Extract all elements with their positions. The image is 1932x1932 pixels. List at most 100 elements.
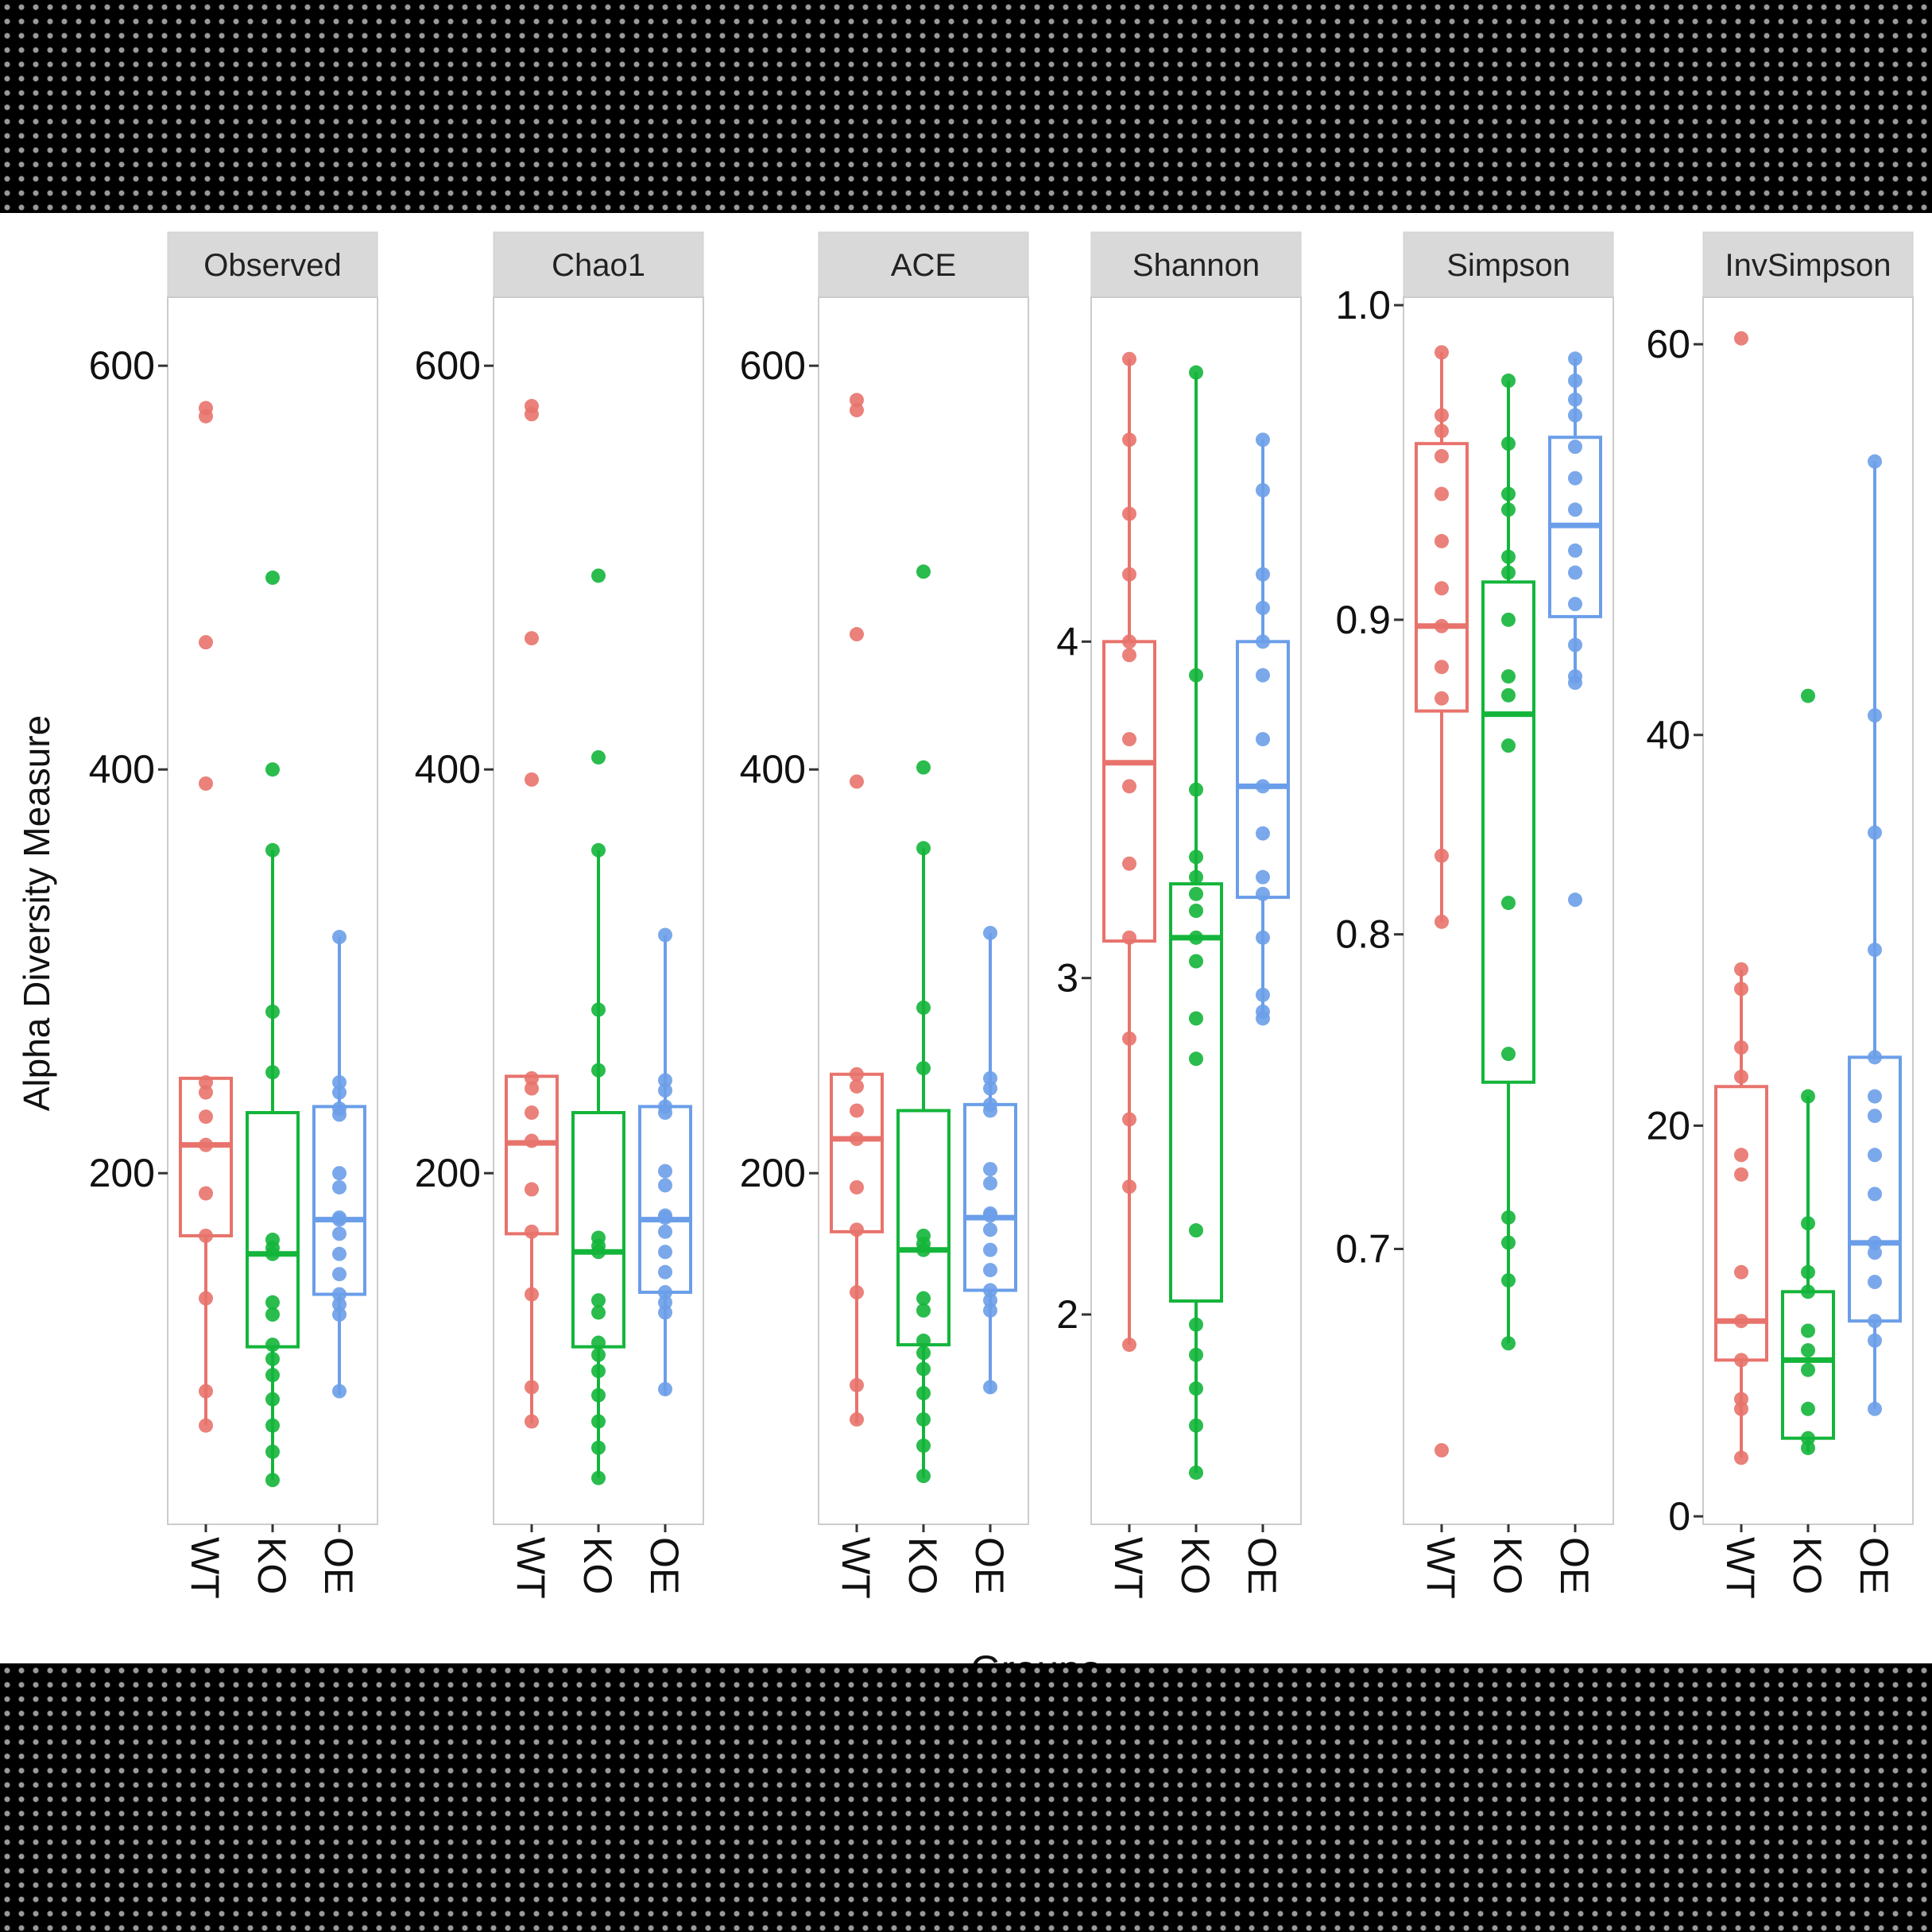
data-point <box>1256 482 1270 498</box>
data-point <box>1122 1031 1136 1046</box>
data-point <box>1434 581 1449 596</box>
data-point <box>1501 1336 1516 1351</box>
data-point <box>1801 1089 1815 1104</box>
data-point <box>199 1137 213 1152</box>
data-point <box>199 635 213 650</box>
data-point <box>525 1380 539 1395</box>
data-point <box>658 1285 672 1300</box>
y-tick-label: 60 <box>1646 322 1690 366</box>
data-point <box>199 1085 213 1100</box>
x-tick-label: KO <box>1785 1537 1829 1594</box>
data-point <box>850 403 864 418</box>
data-point <box>1434 449 1449 464</box>
data-point <box>1734 331 1748 346</box>
data-point <box>332 1085 347 1100</box>
data-point <box>265 1392 280 1407</box>
data-point <box>916 1242 931 1257</box>
data-point <box>916 1334 931 1349</box>
data-point <box>1501 1235 1516 1250</box>
data-point <box>658 1073 672 1088</box>
data-point <box>332 1226 347 1241</box>
data-point <box>1256 567 1270 582</box>
data-point <box>199 1074 213 1090</box>
data-point <box>525 1105 539 1120</box>
data-point <box>591 1414 606 1429</box>
data-point <box>1122 779 1136 794</box>
data-point <box>265 1444 280 1459</box>
x-tick-label: KO <box>1485 1537 1530 1594</box>
data-point <box>916 760 931 775</box>
data-point <box>916 841 931 856</box>
data-point <box>525 631 539 646</box>
y-tick-label: 0.7 <box>1335 1227 1391 1272</box>
data-point <box>1189 869 1203 885</box>
panel-simpson: Simpson 0.7 0.8 0.9 1.0 WT KO OE <box>1335 231 1614 1599</box>
data-point <box>1189 1347 1203 1362</box>
data-point <box>199 408 213 424</box>
data-point <box>1501 565 1516 580</box>
data-point <box>1868 1148 1882 1163</box>
chart-area: Alpha Diversity Measure Groups Observed 2… <box>0 213 1932 1663</box>
data-point <box>591 1245 606 1260</box>
data-point <box>1501 1273 1516 1288</box>
data-point <box>332 1384 347 1399</box>
y-tick-label: 0.8 <box>1335 912 1391 957</box>
panel-strip <box>167 231 378 298</box>
data-point <box>1801 1264 1815 1280</box>
data-point <box>1868 1314 1882 1329</box>
data-point <box>1189 850 1203 865</box>
data-point <box>1868 825 1882 840</box>
data-point <box>1256 601 1270 615</box>
data-point <box>1434 618 1449 633</box>
x-tick-label: OE <box>316 1537 361 1594</box>
data-point <box>1434 486 1449 501</box>
data-point <box>1501 436 1516 451</box>
data-point <box>591 1440 606 1455</box>
data-point <box>1256 826 1270 841</box>
data-point <box>658 1245 672 1260</box>
data-point <box>1256 886 1270 901</box>
data-point <box>1568 374 1582 389</box>
panel-strip <box>818 231 1029 298</box>
data-point <box>916 1386 931 1401</box>
data-point <box>850 1412 864 1427</box>
x-tick-label: KO <box>575 1537 620 1594</box>
data-point <box>1801 1216 1815 1231</box>
data-point <box>1122 432 1136 447</box>
data-point <box>1189 1465 1203 1480</box>
data-point <box>1122 506 1136 521</box>
data-point <box>199 1228 213 1243</box>
data-point <box>591 1293 606 1308</box>
y-tick-label: 0 <box>1668 1494 1690 1539</box>
data-point <box>591 568 606 583</box>
data-point <box>1801 1343 1815 1358</box>
panel-title: Shannon <box>1132 248 1260 283</box>
alpha-diversity-chart: Alpha Diversity Measure Groups Observed 2… <box>16 231 1914 1663</box>
data-point <box>332 1307 347 1322</box>
data-point <box>1189 782 1203 797</box>
data-point <box>332 1212 347 1227</box>
data-point <box>265 1307 280 1322</box>
panel-ace: ACE 200 400 600 WT KO OE <box>740 231 1029 1599</box>
data-point <box>265 1005 280 1019</box>
data-point <box>850 1179 864 1194</box>
data-point <box>265 1295 280 1310</box>
data-point <box>1501 1047 1516 1062</box>
y-tick-label: 200 <box>89 1151 155 1195</box>
data-point <box>658 1305 672 1320</box>
y-tick-label: 600 <box>89 343 155 388</box>
data-point <box>658 1264 672 1280</box>
panel-title: Simpson <box>1446 248 1570 283</box>
data-point <box>1434 848 1449 863</box>
data-point <box>525 772 539 787</box>
x-tick-label: WT <box>1419 1537 1463 1599</box>
x-tick-label: WT <box>1718 1537 1763 1599</box>
x-tick-label: WT <box>1106 1537 1151 1599</box>
data-point <box>265 1351 280 1366</box>
panel-observed: Observed 200 400 600 WT KO OE <box>89 231 378 1599</box>
panel-strip <box>1090 231 1302 298</box>
data-point <box>916 1438 931 1454</box>
x-tick-label: OE <box>1240 1537 1284 1594</box>
data-point <box>658 927 672 943</box>
data-point <box>1868 454 1882 469</box>
